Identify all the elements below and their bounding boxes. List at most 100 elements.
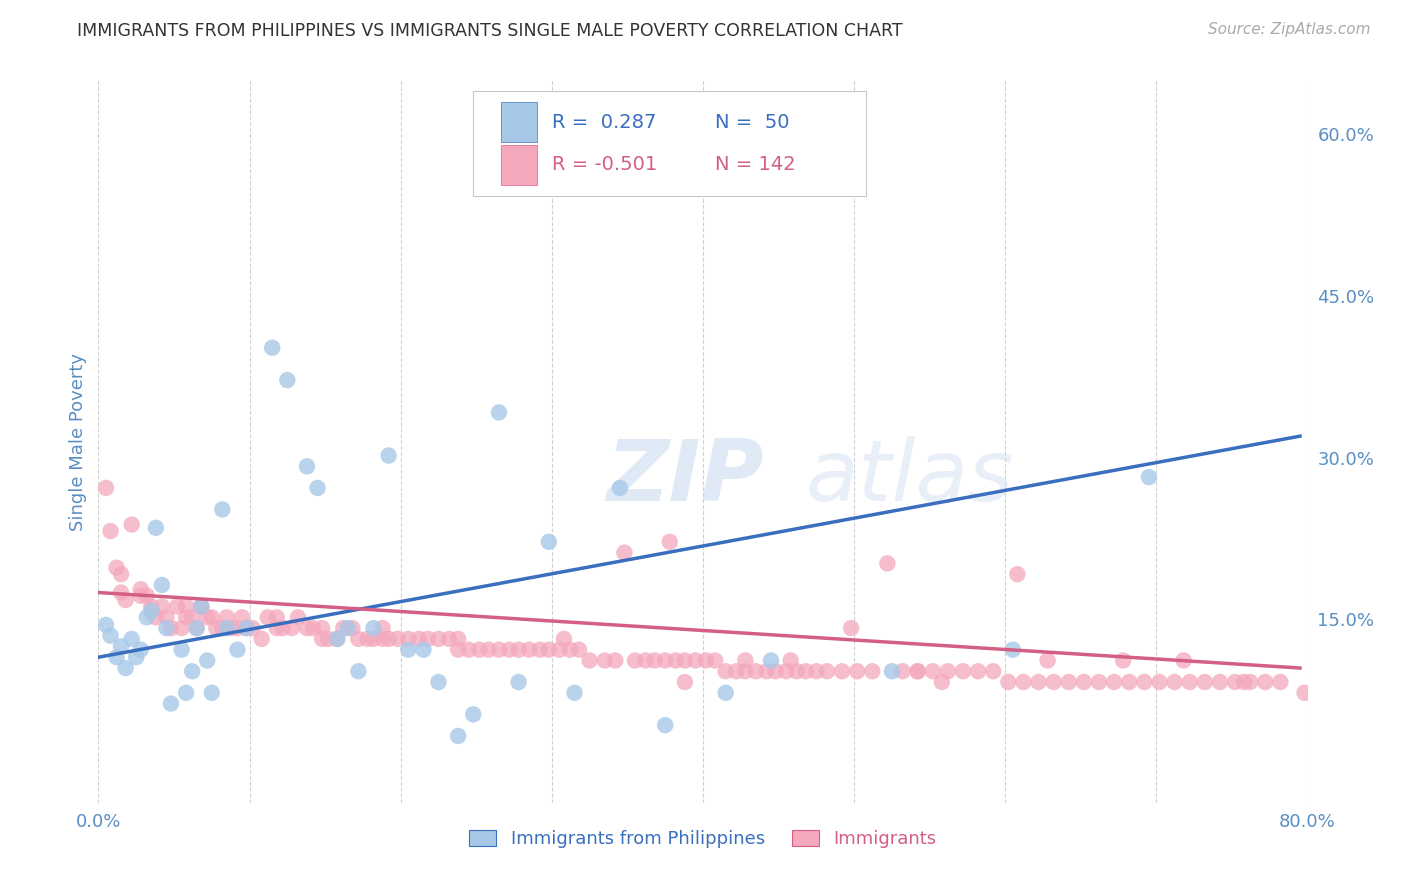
Point	[463, 707, 485, 722]
Point	[508, 675, 530, 690]
Point	[271, 621, 294, 635]
Point	[186, 621, 208, 635]
Point	[714, 665, 737, 679]
Point	[488, 642, 510, 657]
Point	[160, 621, 183, 635]
Point	[262, 341, 284, 355]
Point	[186, 621, 208, 635]
Point	[121, 632, 143, 646]
Point	[564, 686, 586, 700]
Point	[644, 653, 666, 667]
Point	[695, 653, 717, 667]
Point	[447, 729, 470, 743]
Point	[226, 642, 249, 657]
Point	[1223, 675, 1246, 690]
Point	[190, 599, 212, 614]
Point	[174, 610, 197, 624]
Point	[1042, 675, 1064, 690]
Point	[347, 632, 370, 646]
Text: N = 142: N = 142	[716, 155, 796, 175]
Point	[145, 610, 167, 624]
Point	[377, 449, 399, 463]
Point	[181, 610, 204, 624]
Point	[295, 459, 318, 474]
Point	[387, 632, 409, 646]
Point	[613, 546, 636, 560]
Point	[226, 621, 249, 635]
Point	[302, 621, 325, 635]
Point	[129, 589, 152, 603]
Point	[457, 642, 479, 657]
Point	[427, 675, 450, 690]
Point	[1137, 470, 1160, 484]
Point	[931, 675, 953, 690]
Point	[408, 632, 430, 646]
Point	[307, 481, 329, 495]
Point	[100, 524, 122, 538]
Point	[1001, 642, 1024, 657]
Point	[342, 621, 364, 635]
Point	[155, 621, 177, 635]
Point	[1088, 675, 1111, 690]
Point	[952, 665, 974, 679]
Point	[94, 618, 117, 632]
Point	[396, 642, 419, 657]
Legend: Immigrants from Philippines, Immigrants: Immigrants from Philippines, Immigrants	[463, 822, 943, 855]
Point	[1173, 653, 1195, 667]
Point	[734, 653, 756, 667]
Point	[311, 632, 333, 646]
Point	[1118, 675, 1140, 690]
Point	[211, 502, 233, 516]
Point	[548, 642, 571, 657]
Point	[779, 653, 801, 667]
Point	[129, 582, 152, 597]
Point	[110, 585, 132, 599]
Point	[125, 650, 148, 665]
Point	[839, 621, 862, 635]
Point	[195, 653, 218, 667]
Point	[1233, 675, 1256, 690]
Point	[831, 665, 853, 679]
Point	[281, 621, 304, 635]
Point	[174, 686, 197, 700]
Point	[654, 653, 676, 667]
Point	[765, 665, 787, 679]
Point	[624, 653, 647, 667]
Point	[1036, 653, 1059, 667]
Point	[880, 665, 903, 679]
Point	[363, 621, 385, 635]
Point	[416, 632, 439, 646]
Point	[155, 610, 177, 624]
Point	[685, 653, 707, 667]
Point	[266, 610, 288, 624]
Point	[215, 621, 238, 635]
Point	[100, 629, 122, 643]
Point	[981, 665, 1004, 679]
Point	[609, 481, 631, 495]
Bar	[501, 103, 537, 142]
Point	[412, 642, 434, 657]
Point	[250, 632, 273, 646]
Point	[529, 642, 551, 657]
Point	[665, 653, 688, 667]
Point	[734, 665, 756, 679]
Point	[1073, 675, 1095, 690]
Text: R = -0.501: R = -0.501	[551, 155, 657, 175]
Point	[806, 665, 828, 679]
Point	[135, 589, 157, 603]
Point	[166, 599, 188, 614]
Point	[488, 405, 510, 419]
Point	[94, 481, 117, 495]
Point	[201, 686, 224, 700]
Point	[160, 697, 183, 711]
Point	[907, 665, 929, 679]
Point	[437, 632, 460, 646]
Point	[242, 621, 264, 635]
Point	[332, 621, 354, 635]
Point	[794, 665, 817, 679]
Point	[907, 665, 929, 679]
Text: R =  0.287: R = 0.287	[551, 112, 657, 131]
Point	[1294, 686, 1316, 700]
Point	[121, 517, 143, 532]
Text: Source: ZipAtlas.com: Source: ZipAtlas.com	[1208, 22, 1371, 37]
